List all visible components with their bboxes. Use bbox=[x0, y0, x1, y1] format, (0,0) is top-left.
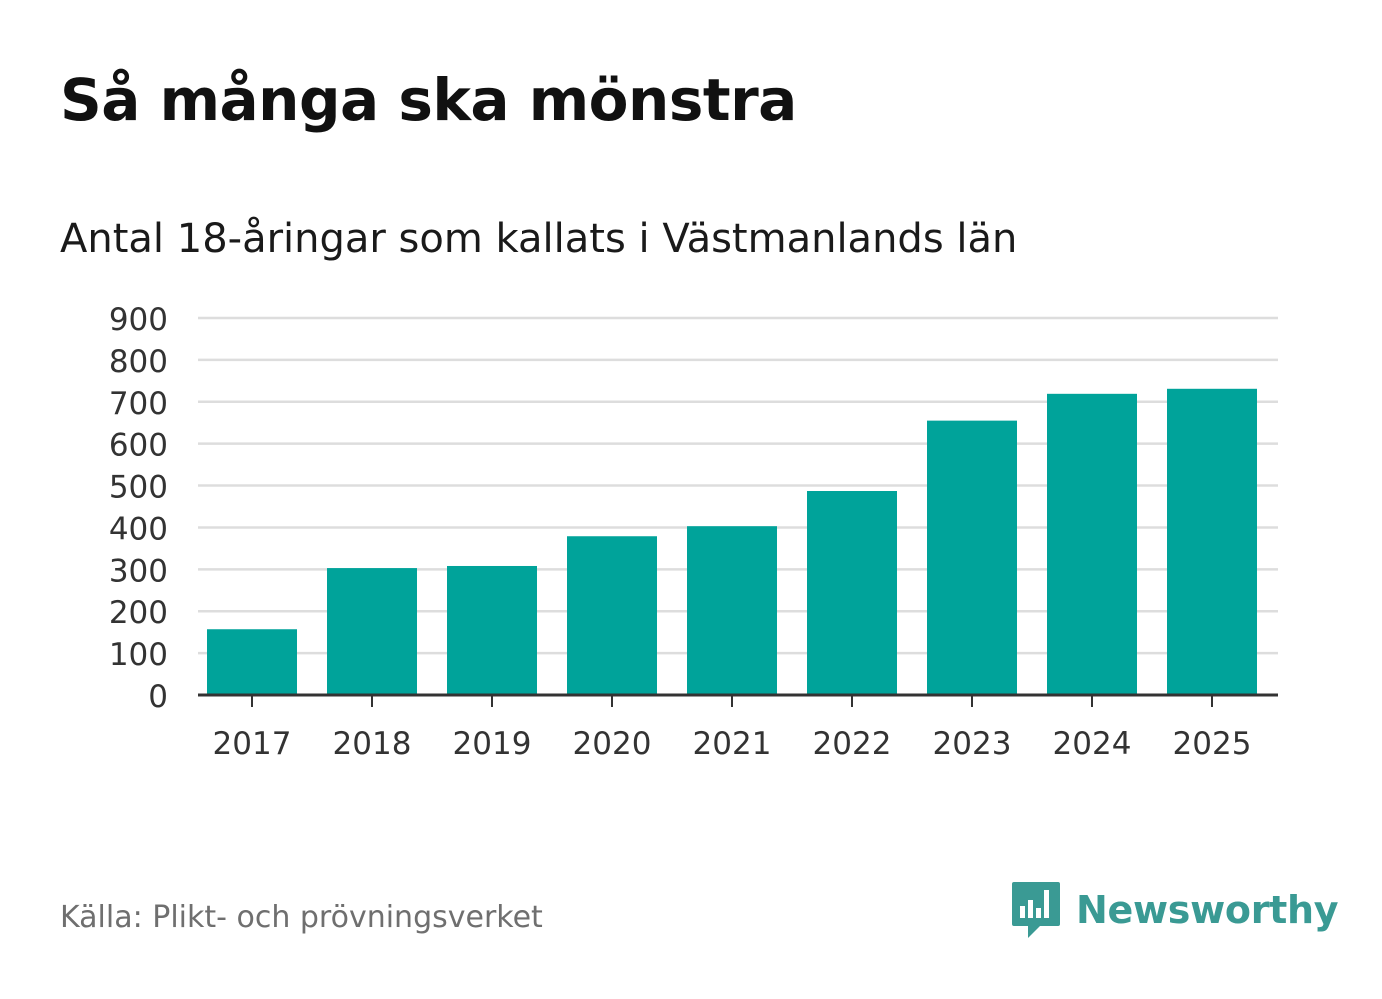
bar-2017 bbox=[207, 629, 297, 695]
x-tick-label: 2023 bbox=[933, 726, 1012, 762]
chart-title: Så många ska mönstra bbox=[60, 66, 797, 134]
x-tick-label: 2021 bbox=[693, 726, 772, 762]
bar-2025 bbox=[1167, 388, 1257, 695]
y-tick-labels: 0 100 200 300 400 500 600 700 800 900 bbox=[109, 302, 168, 715]
y-tick-label: 200 bbox=[109, 595, 168, 631]
bar-2024 bbox=[1047, 393, 1137, 695]
bar-2020 bbox=[567, 536, 657, 695]
bar-2023 bbox=[927, 420, 1017, 695]
bar-2018 bbox=[327, 568, 417, 695]
chart-subtitle: Antal 18-åringar som kallats i Västmanla… bbox=[60, 216, 1018, 262]
y-tick-label: 500 bbox=[109, 470, 168, 506]
x-tick-label: 2017 bbox=[213, 726, 292, 762]
y-tick-label: 300 bbox=[109, 553, 168, 589]
x-tick-labels: 2017 2018 2019 2020 2021 2022 2023 2024 2025 bbox=[213, 726, 1252, 762]
y-tick-label: 700 bbox=[109, 386, 168, 422]
y-tick-label: 100 bbox=[109, 637, 168, 673]
y-tick-label: 0 bbox=[148, 679, 168, 715]
brand-logo: Newsworthy bbox=[1010, 878, 1339, 942]
x-tick-label: 2020 bbox=[573, 726, 652, 762]
y-tick-label: 600 bbox=[109, 428, 168, 464]
bar-2019 bbox=[447, 565, 537, 695]
x-tick-label: 2019 bbox=[453, 726, 532, 762]
brand-name: Newsworthy bbox=[1076, 888, 1339, 932]
y-tick-label: 400 bbox=[109, 511, 168, 547]
bars bbox=[207, 388, 1257, 695]
bar-2021 bbox=[687, 526, 777, 695]
bar-2022 bbox=[807, 491, 897, 695]
x-tick-label: 2018 bbox=[333, 726, 412, 762]
x-tick-label: 2022 bbox=[813, 726, 892, 762]
y-tick-label: 900 bbox=[109, 302, 168, 338]
y-tick-label: 800 bbox=[109, 344, 168, 380]
newsworthy-logo-icon bbox=[1012, 882, 1060, 938]
x-tick-label: 2025 bbox=[1173, 726, 1252, 762]
axes bbox=[198, 693, 1278, 707]
source-note: Källa: Plikt- och prövningsverket bbox=[60, 900, 543, 935]
x-tick-label: 2024 bbox=[1053, 726, 1132, 762]
